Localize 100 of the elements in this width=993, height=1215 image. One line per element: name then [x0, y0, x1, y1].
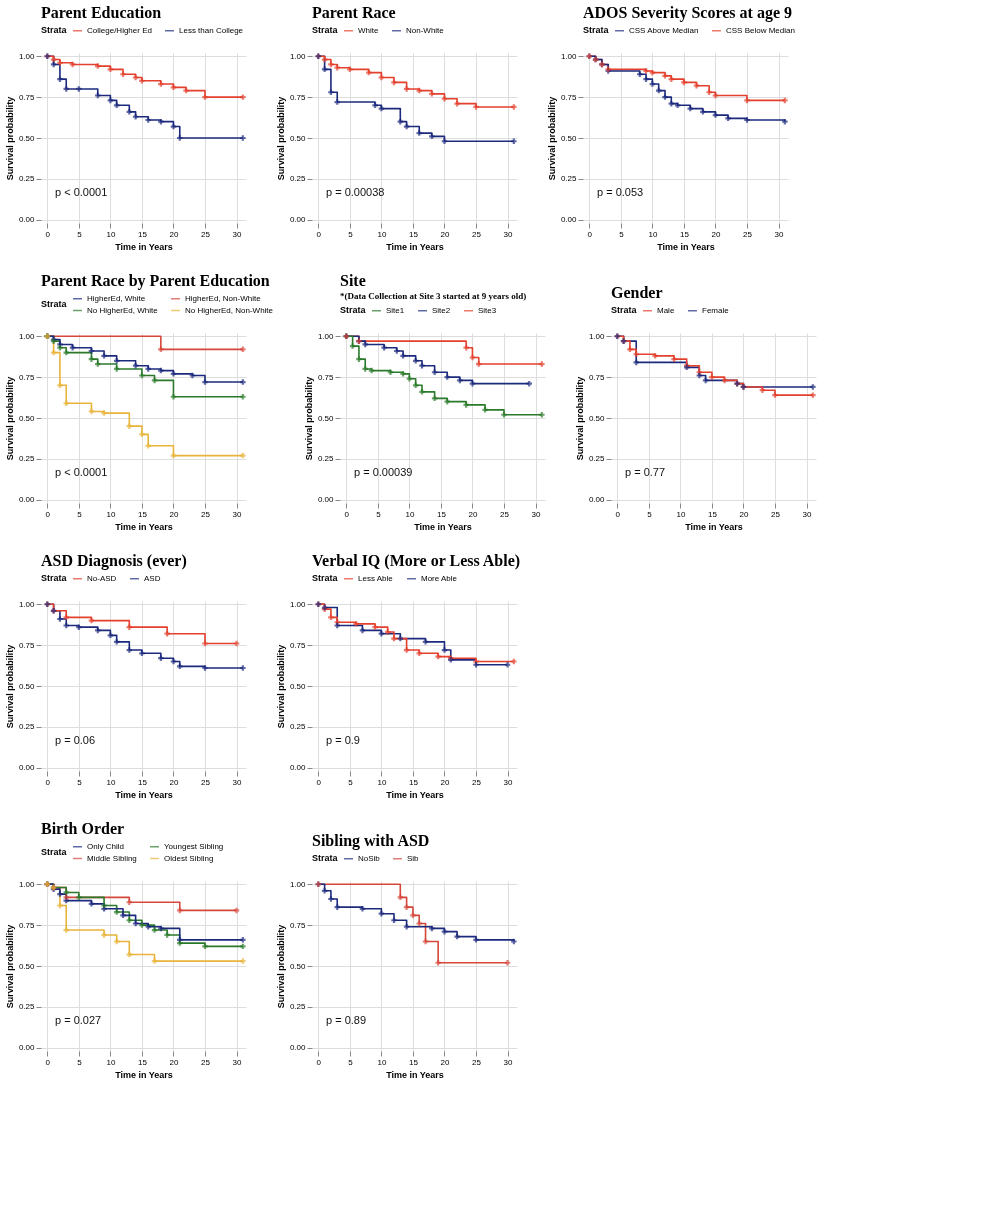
- x-tick-label: 5: [77, 1057, 83, 1067]
- x-axis-title: Time in Years: [386, 789, 444, 800]
- y-tick-label: 1.00: [18, 879, 36, 889]
- legend-label: Sib: [407, 853, 420, 863]
- legend-title: Strata: [611, 305, 638, 315]
- x-tick-label: 10: [377, 229, 387, 239]
- x-tick-label: 0: [587, 229, 593, 239]
- x-tick-label: 5: [348, 1057, 354, 1067]
- y-tick-label: 0.50: [289, 961, 307, 971]
- x-axis-title: Time in Years: [115, 789, 173, 800]
- y-axis-title: Survival probability: [303, 376, 314, 461]
- x-tick-label: 25: [472, 229, 482, 239]
- x-axis-title: Time in Years: [115, 241, 173, 252]
- x-tick-label: 15: [679, 229, 690, 239]
- legend-label: Youngest Sibling: [164, 841, 224, 851]
- chart-title: ASD Diagnosis (ever): [41, 552, 187, 570]
- x-tick-label: 0: [316, 777, 322, 787]
- x-tick-label: 15: [408, 229, 419, 239]
- x-tick-label: 15: [408, 777, 419, 787]
- x-tick-label: 0: [316, 1057, 322, 1067]
- x-tick-label: 30: [503, 229, 514, 239]
- y-tick-label: 0.25: [588, 454, 606, 464]
- legend-label: Male: [657, 305, 675, 315]
- x-tick-label: 15: [408, 1057, 419, 1067]
- x-tick-label: 0: [45, 229, 51, 239]
- x-tick-label: 5: [77, 777, 83, 787]
- x-tick-label: 10: [106, 509, 116, 519]
- x-tick-label: 5: [77, 509, 83, 519]
- y-tick-label: 0.25: [289, 174, 307, 184]
- y-tick-label: 0.75: [18, 640, 36, 650]
- y-axis-title: Survival probability: [4, 644, 15, 729]
- y-tick-label: 1.00: [18, 599, 36, 609]
- x-axis-title: Time in Years: [685, 521, 743, 532]
- y-tick-label: 0.25: [317, 454, 335, 464]
- legend-label: HigherEd, White: [87, 293, 146, 303]
- x-tick-label: 25: [472, 1057, 482, 1067]
- x-tick-label: 20: [169, 1057, 179, 1067]
- x-tick-label: 10: [648, 229, 658, 239]
- y-tick-label: 0.50: [18, 961, 36, 971]
- x-tick-label: 25: [201, 509, 211, 519]
- y-tick-label: 1.00: [560, 51, 578, 61]
- legend-label: No HigherEd, White: [87, 305, 159, 315]
- legend-title: Strata: [312, 25, 339, 35]
- x-tick-label: 30: [802, 509, 813, 519]
- y-axis-title: Survival probability: [4, 96, 15, 181]
- y-tick-label: 1.00: [289, 599, 307, 609]
- y-tick-label: 0.75: [18, 372, 36, 382]
- x-tick-label: 0: [45, 777, 51, 787]
- legend-title: Strata: [583, 25, 610, 35]
- x-tick-label: 10: [405, 509, 415, 519]
- chart-title: ADOS Severity Scores at age 9: [583, 4, 792, 22]
- x-tick-label: 25: [743, 229, 753, 239]
- x-tick-label: 20: [440, 229, 450, 239]
- legend-label: College/Higher Ed: [87, 25, 152, 35]
- y-tick-label: 0.50: [560, 133, 578, 143]
- x-axis-title: Time in Years: [657, 241, 715, 252]
- y-tick-label: 0.25: [289, 1002, 307, 1012]
- legend-label: Non-White: [406, 25, 445, 35]
- annotation: p < 0.0001: [55, 186, 108, 198]
- legend-label: Less than College: [179, 25, 244, 35]
- annotation: p = 0.06: [55, 734, 96, 746]
- x-tick-label: 20: [169, 777, 179, 787]
- y-tick-label: 1.00: [588, 331, 606, 341]
- x-tick-label: 10: [106, 1057, 116, 1067]
- x-tick-label: 10: [676, 509, 686, 519]
- y-tick-label: 0.75: [289, 640, 307, 650]
- x-tick-label: 15: [137, 1057, 148, 1067]
- y-tick-label: 0.25: [18, 174, 36, 184]
- legend-label: No HigherEd, Non-White: [185, 305, 274, 315]
- x-tick-label: 30: [232, 1057, 243, 1067]
- x-tick-label: 15: [137, 229, 148, 239]
- x-tick-label: 20: [440, 777, 450, 787]
- legend-title: Strata: [41, 299, 68, 309]
- x-tick-label: 5: [619, 229, 625, 239]
- legend-label: Middle Sibling: [87, 853, 137, 863]
- x-tick-label: 20: [440, 1057, 450, 1067]
- x-axis-title: Time in Years: [115, 521, 173, 532]
- legend-label: Oldest Sibling: [164, 853, 214, 863]
- y-axis-title: Survival probability: [275, 644, 286, 729]
- y-axis-title: Survival probability: [574, 376, 585, 461]
- x-tick-label: 10: [106, 777, 116, 787]
- y-tick-label: 1.00: [289, 879, 307, 889]
- y-tick-label: 0.75: [560, 92, 578, 102]
- x-tick-label: 20: [169, 229, 179, 239]
- x-tick-label: 25: [201, 1057, 211, 1067]
- x-tick-label: 25: [771, 509, 781, 519]
- y-tick-label: 0.75: [18, 92, 36, 102]
- x-tick-label: 5: [77, 229, 83, 239]
- x-tick-label: 15: [137, 509, 148, 519]
- legend-label: Female: [702, 305, 730, 315]
- x-tick-label: 5: [376, 509, 382, 519]
- y-tick-label: 1.00: [289, 51, 307, 61]
- legend-label: HigherEd, Non-White: [185, 293, 262, 303]
- legend-label: ASD: [144, 573, 161, 583]
- legend-label: CSS Above Median: [629, 25, 699, 35]
- y-tick-label: 0.00: [317, 495, 335, 505]
- y-tick-label: 0.75: [588, 372, 606, 382]
- x-tick-label: 0: [45, 1057, 51, 1067]
- x-tick-label: 5: [348, 229, 354, 239]
- y-tick-label: 0.50: [588, 413, 606, 423]
